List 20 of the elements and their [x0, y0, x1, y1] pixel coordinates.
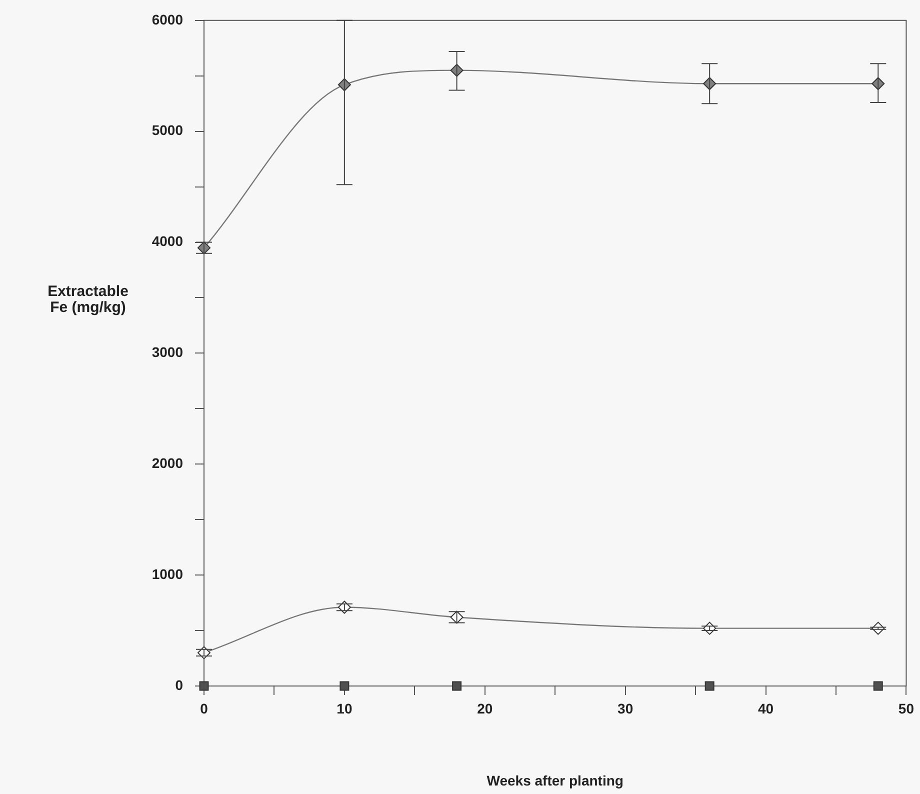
- point: [704, 681, 714, 691]
- y-tick-label: 0: [175, 676, 184, 693]
- x-axis-title: Weeks after planting: [486, 772, 624, 788]
- y-tick-label: 4000: [152, 233, 184, 250]
- x-tick-label: 50: [898, 700, 914, 716]
- y-tick-label: 2000: [152, 454, 184, 471]
- point: [873, 681, 883, 691]
- y-tick-label: 6000: [152, 11, 184, 28]
- y-tick-label: 3000: [152, 344, 184, 360]
- x-tick-label: 10: [336, 700, 352, 716]
- point: [452, 681, 462, 691]
- y-tick-label: 1000: [152, 566, 184, 582]
- x-tick-label: 0: [200, 700, 208, 716]
- y-axis-title: Extractable Fe (mg/kg): [48, 283, 128, 316]
- x-tick-label: 20: [477, 700, 493, 716]
- point: [340, 681, 350, 691]
- y-tick-label: 5000: [152, 122, 184, 138]
- x-tick-label: 40: [758, 700, 774, 716]
- x-tick-label: 30: [618, 700, 634, 716]
- point: [199, 681, 209, 691]
